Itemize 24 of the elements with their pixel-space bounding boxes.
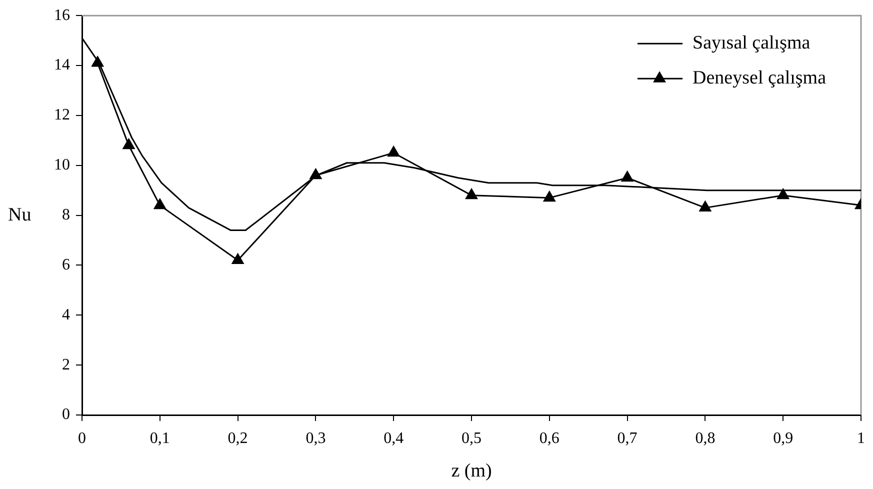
y-tick-label: 12 xyxy=(54,106,70,124)
x-tick-label: 0 xyxy=(78,430,86,447)
x-tick-label: 0,1 xyxy=(150,430,170,447)
y-tick-label: 0 xyxy=(62,406,70,424)
x-axis-title: z (m) xyxy=(451,460,492,482)
x-tick-label: 0,7 xyxy=(617,430,638,447)
x-tick-label: 0,3 xyxy=(306,430,326,447)
legend-label: Deneysel çalışma xyxy=(692,68,827,89)
y-axis-title: Nu xyxy=(8,204,32,226)
x-tick-label: 1 xyxy=(857,430,865,447)
y-tick-label: 16 xyxy=(54,6,70,24)
x-tick-label: 0,5 xyxy=(462,430,482,447)
y-tick-label: 6 xyxy=(62,256,70,274)
legend-label: Sayısal çalışma xyxy=(692,32,811,54)
x-tick-label: 0,9 xyxy=(773,430,794,447)
y-tick-label: 2 xyxy=(62,356,70,374)
x-tick-label: 0,8 xyxy=(695,430,716,447)
x-tick-label: 0,4 xyxy=(384,430,404,447)
y-tick-label: 14 xyxy=(54,56,70,74)
y-tick-label: 10 xyxy=(54,156,70,174)
y-tick-label: 8 xyxy=(62,206,70,224)
x-tick-label: 0,6 xyxy=(539,430,560,447)
x-tick-label: 0,2 xyxy=(228,430,248,447)
y-tick-label: 4 xyxy=(62,306,70,324)
